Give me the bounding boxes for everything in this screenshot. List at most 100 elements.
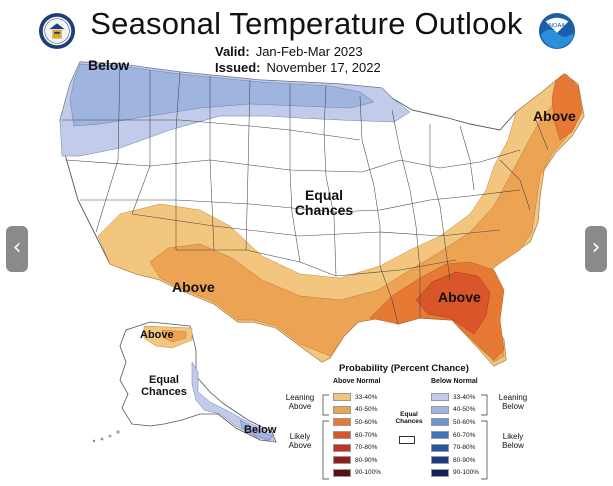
label-equal-chances-central: Equal Chances [284, 188, 364, 217]
legend-below-header: Below Normal [431, 378, 478, 385]
label-above-southeast: Above [438, 289, 481, 305]
legend-below-swatch [431, 468, 449, 477]
legend-equal-line-2: Chances [395, 418, 423, 426]
legend-above-row: 70-80% [333, 441, 381, 454]
legend-above-swatch [333, 443, 351, 452]
valid-value: Jan-Feb-Mar 2023 [255, 44, 363, 59]
legend-below-row: 70-80% [431, 441, 479, 454]
map-title: Seasonal Temperature Outlook [90, 6, 523, 41]
above-normal-region [551, 73, 583, 141]
next-slide-button[interactable]: › [585, 226, 607, 272]
legend-above-range-label: 60-70% [355, 431, 378, 439]
legend-above-range-label: 80-90% [355, 456, 378, 464]
legend-equal-chances: Equal Chances [393, 411, 425, 425]
legend-below-swatches: 33-40% 40-50% 50-60% 60-70% 70-80% 80-90% 90-1… [431, 391, 479, 479]
legend-below-range-label: 40-50% [453, 406, 476, 414]
above-normal-region [161, 329, 187, 343]
issued-value: November 17, 2022 [266, 60, 381, 75]
previous-slide-button[interactable]: ‹ [6, 226, 28, 272]
legend-equal-line-1: Equal [400, 411, 418, 418]
label-below-alaska: Below [244, 424, 277, 436]
legend-below-row: 80-90% [431, 454, 479, 467]
legend-below-range-label: 80-90% [453, 456, 476, 464]
legend-above-row: 80-90% [333, 454, 381, 467]
legend-below-range-label: 50-60% [453, 418, 476, 426]
legend-above-row: 40-50% [333, 404, 381, 417]
legend-below-row: 40-50% [431, 404, 479, 417]
legend-leaning-below-line-1: Leaning [498, 393, 528, 402]
valid-label: Valid: [215, 44, 250, 59]
legend-above-row: 50-60% [333, 416, 381, 429]
legend-below-swatch [431, 456, 449, 465]
legend-likely-above-line-2: Above [288, 440, 312, 450]
state-boundaries [62, 63, 549, 325]
legend-leaning-above-line-1: Leaning [285, 393, 315, 402]
legend-likely-below-line-1: Likely [502, 432, 524, 441]
legend-below-range-label: 70-80% [453, 444, 476, 452]
above-normal-region [415, 271, 491, 335]
legend-leaning-above-line-2: Above [288, 401, 312, 411]
legend-below-swatch [431, 431, 449, 440]
legend-below-range-label: 90-100% [453, 469, 480, 477]
legend-above-swatch [333, 418, 351, 427]
issued-label: Issued: [215, 60, 261, 75]
legend-below-range-label: 33-40% [453, 393, 476, 401]
legend-above-range-label: 70-80% [355, 444, 378, 452]
legend-below-row: 60-70% [431, 429, 479, 442]
legend-brackets-above [322, 394, 329, 480]
issued-date: Issued: November 17, 2022 [215, 60, 381, 75]
legend-likely-above-line-1: Likely [289, 432, 311, 441]
legend-likely-below: Likely Below [496, 432, 530, 451]
legend-above-range-label: 33-40% [355, 393, 378, 401]
label-above-southwest: Above [172, 279, 215, 295]
legend-above-swatch [333, 456, 351, 465]
legend-below-swatch [431, 418, 449, 427]
legend-leaning-above: Leaning Above [283, 393, 317, 412]
below-normal-inner-region [69, 63, 375, 127]
legend-below-swatch [431, 443, 449, 452]
legend-leaning-below-line-2: Below [502, 401, 524, 411]
legend-title: Probability (Percent Chance) [339, 363, 469, 374]
chevron-left-icon: ‹ [12, 235, 22, 260]
label-above-northeast: Above [533, 108, 576, 124]
below-normal-inner-region [239, 419, 273, 441]
label-equal-ak-line-1: Equal [149, 374, 179, 386]
legend-below-row: 33-40% [431, 391, 479, 404]
legend-above-swatch [333, 405, 351, 414]
legend-brackets-below [481, 394, 488, 480]
legend-above-swatches: 33-40% 40-50% 50-60% 60-70% 70-80% 80-90% 90-1… [333, 391, 381, 479]
legend-above-row: 90-100% [333, 467, 381, 480]
legend-below-swatch [431, 393, 449, 402]
valid-period: Valid: Jan-Feb-Mar 2023 [215, 44, 363, 59]
legend-equal-swatch [399, 436, 415, 444]
legend-below-range-label: 60-70% [453, 431, 476, 439]
legend-above-swatch [333, 431, 351, 440]
legend-above-row: 33-40% [333, 391, 381, 404]
chevron-right-icon: › [591, 235, 601, 260]
label-above-alaska: Above [140, 329, 174, 341]
label-equal-ak-line-2: Chances [141, 385, 187, 398]
noaa-logo-icon: NOAA [538, 12, 576, 50]
label-equal-line-2: Chances [294, 201, 354, 218]
label-below-northwest: Below [88, 57, 130, 73]
commerce-seal-icon [38, 12, 76, 50]
label-equal-chances-alaska: Equal Chances [136, 374, 192, 398]
aleutian-islands [92, 430, 120, 443]
legend-above-swatch [333, 393, 351, 402]
legend-likely-above: Likely Above [283, 432, 317, 451]
legend-below-row: 90-100% [431, 467, 479, 480]
legend-above-range-label: 50-60% [355, 418, 378, 426]
legend-above-swatch [333, 468, 351, 477]
legend-below-swatch [431, 405, 449, 414]
legend-below-row: 50-60% [431, 416, 479, 429]
probability-legend: Probability (Percent Chance) Above Norma… [283, 363, 528, 481]
noaa-logo-text: NOAA [549, 23, 565, 29]
legend-leaning-below: Leaning Below [496, 393, 530, 412]
legend-above-range-label: 40-50% [355, 406, 378, 414]
label-equal-line-1: Equal [304, 187, 344, 203]
legend-above-range-label: 90-100% [355, 469, 382, 477]
legend-above-row: 60-70% [333, 429, 381, 442]
legend-above-header: Above Normal [333, 378, 381, 385]
legend-likely-below-line-2: Below [502, 440, 524, 450]
